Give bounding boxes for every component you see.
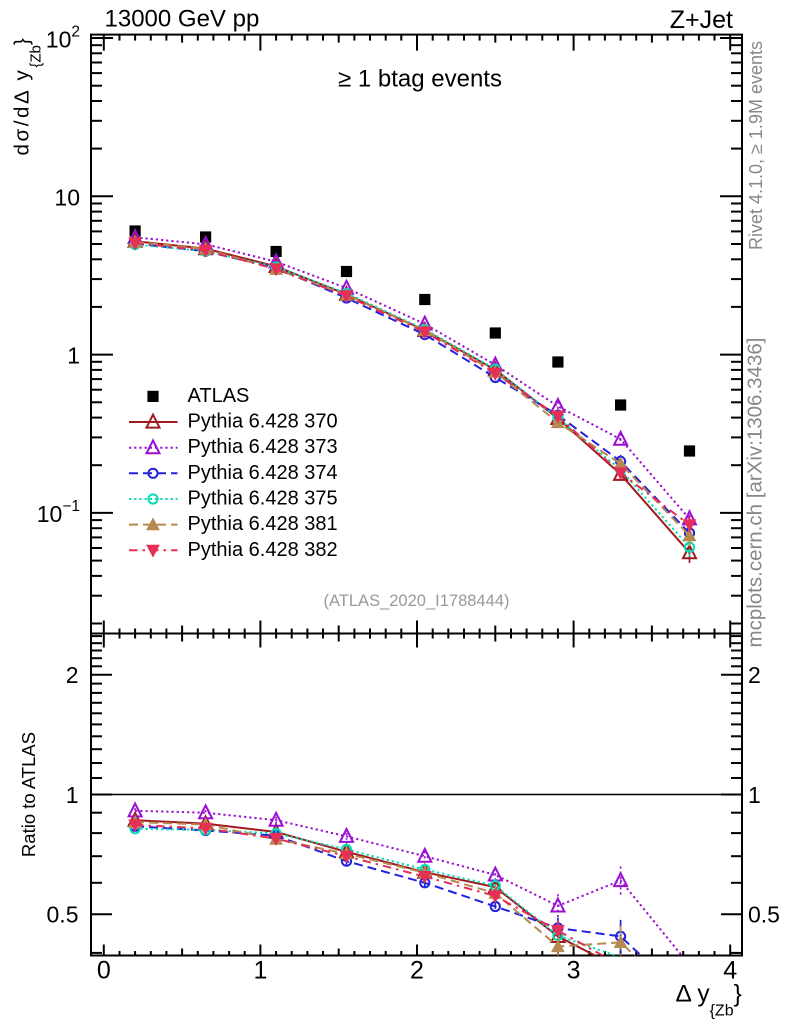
svg-text:(ATLAS_2020_I1788444): (ATLAS_2020_I1788444) (324, 592, 510, 610)
svg-text:2: 2 (66, 662, 79, 688)
svg-text:Pythia 6.428 382: Pythia 6.428 382 (188, 539, 338, 561)
svg-text:0.5: 0.5 (47, 902, 79, 928)
svg-text:10: 10 (54, 184, 80, 210)
svg-text:mcplots.cern.ch [arXiv:1306.34: mcplots.cern.ch [arXiv:1306.3436] (744, 338, 767, 648)
svg-text:Ratio to ATLAS: Ratio to ATLAS (18, 732, 39, 857)
svg-text:Pythia 6.428 374: Pythia 6.428 374 (188, 462, 338, 484)
svg-text:1: 1 (67, 343, 80, 369)
svg-text:Pythia 6.428 381: Pythia 6.428 381 (188, 513, 338, 535)
svg-text:4: 4 (723, 957, 737, 985)
svg-text:102: 102 (46, 24, 80, 53)
svg-text:Pythia 6.428 373: Pythia 6.428 373 (188, 436, 338, 458)
svg-text:13000 GeV pp: 13000 GeV pp (105, 5, 260, 32)
svg-text:2: 2 (410, 957, 424, 985)
svg-text:1: 1 (253, 957, 267, 985)
svg-text:Pythia 6.428 375: Pythia 6.428 375 (188, 488, 338, 510)
svg-text:1: 1 (748, 782, 761, 808)
svg-text:10−1: 10−1 (37, 498, 80, 527)
svg-text:≥ 1 btag events: ≥ 1 btag events (338, 66, 502, 93)
svg-text:1: 1 (66, 782, 79, 808)
svg-text:0: 0 (97, 957, 111, 985)
svg-text:0.5: 0.5 (748, 902, 780, 928)
svg-text:2: 2 (748, 662, 761, 688)
svg-text:3: 3 (567, 957, 581, 985)
svg-text:dσ/dΔ y{Zb}: dσ/dΔ y{Zb} (11, 38, 45, 155)
svg-text:ATLAS: ATLAS (188, 385, 250, 407)
svg-text:Z+Jet: Z+Jet (670, 6, 733, 34)
svg-text:Rivet 4.1.0, ≥ 1.9M events: Rivet 4.1.0, ≥ 1.9M events (746, 41, 766, 250)
svg-text:Pythia 6.428 370: Pythia 6.428 370 (188, 411, 338, 433)
